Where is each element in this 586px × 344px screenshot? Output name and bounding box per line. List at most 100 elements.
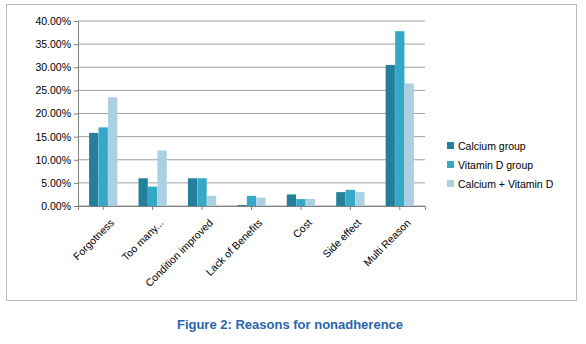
x-tick: Condition improved (143, 206, 216, 289)
series-bars (89, 65, 395, 206)
bar (346, 190, 355, 206)
y-tick-mark (74, 206, 78, 207)
y-tick-mark (74, 21, 78, 22)
y-tick-label: 0.00% (41, 200, 71, 212)
x-tick-mark (399, 206, 400, 210)
y-tick-label: 5.00% (41, 177, 71, 189)
bar (336, 192, 345, 206)
x-tick: Multi Reason (361, 206, 413, 268)
x-tick-mark (350, 206, 351, 210)
x-tick: Lack of Benefits (203, 206, 264, 278)
y-tick: 20.00% (35, 107, 78, 119)
bar (395, 31, 404, 206)
x-tick: Too many... (119, 206, 165, 263)
bar (99, 127, 108, 206)
bar (138, 178, 147, 206)
legend-item: Calcium + Vitamin D (447, 178, 554, 190)
bar (207, 196, 216, 206)
x-axis: ForgotnessToo many...Condition improvedL… (71, 206, 426, 289)
grid (78, 21, 425, 206)
x-tick-label: Condition improved (143, 216, 216, 289)
bar (148, 187, 157, 206)
legend: Calcium group Vitamin D group Calcium + Vi… (447, 140, 554, 190)
series-bars (99, 31, 405, 206)
bar (386, 65, 395, 206)
y-tick: 15.00% (35, 130, 78, 142)
x-tick-mark (300, 206, 301, 210)
series-bars (108, 83, 414, 206)
y-tick-label: 35.00% (35, 38, 71, 50)
grid-line (78, 159, 425, 160)
x-tick: Cost (290, 206, 314, 240)
bar (355, 192, 364, 206)
x-tick-label: Forgotness (71, 216, 117, 262)
x-tick-mark (152, 206, 153, 210)
bar (157, 151, 166, 207)
bar (287, 194, 296, 206)
y-tick: 5.00% (41, 177, 78, 189)
x-tick-label: Too many... (119, 216, 165, 262)
y-tick-label: 15.00% (35, 130, 71, 142)
y-tick: 35.00% (35, 38, 78, 50)
legend-label: Calcium group (458, 140, 526, 152)
grid-line (78, 136, 425, 137)
y-axis: 0.00% 5.00% 10.00% 15.00% 20.00% 25.00% 30.00%… (35, 15, 78, 212)
y-tick-mark (74, 90, 78, 91)
y-tick-label: 40.00% (35, 15, 71, 27)
plot: 0.00% 5.00% 10.00% 15.00% 20.00% 25.00% 30.00%… (35, 15, 425, 289)
y-tick-label: 10.00% (35, 154, 71, 166)
legend-swatch (447, 161, 454, 168)
grid-line (78, 44, 425, 45)
legend-item: Vitamin D group (447, 159, 533, 171)
bar (405, 83, 414, 206)
title: Figure 2: Reasons for nonadherence (177, 317, 403, 332)
x-tick-label: Cost (290, 216, 314, 240)
x-tick-mark (251, 206, 252, 210)
y-tick-mark (74, 114, 78, 115)
chart: 0.00% 5.00% 10.00% 15.00% 20.00% 25.00% 30.00%… (0, 0, 586, 344)
y-tick: 10.00% (35, 154, 78, 166)
y-tick-label: 25.00% (35, 84, 71, 96)
y-tick-mark (74, 137, 78, 138)
x-tick-mark (103, 206, 104, 210)
x-tick-label: Lack of Benefits (203, 216, 264, 277)
y-tick-mark (74, 183, 78, 184)
x-axis-line (79, 207, 426, 211)
grid-line (78, 113, 425, 114)
bar (306, 199, 315, 206)
grid-line (78, 67, 425, 68)
legend-item: Calcium group (447, 140, 526, 152)
bar (256, 198, 265, 206)
bar (247, 196, 256, 206)
grid-line (78, 21, 425, 22)
y-tick-mark (74, 67, 78, 68)
legend-swatch (447, 180, 454, 187)
bar (108, 97, 117, 206)
bar (89, 133, 98, 206)
grid-line (78, 90, 425, 91)
bar (197, 178, 206, 206)
legend-label: Calcium + Vitamin D (458, 178, 554, 190)
y-axis-line (74, 22, 79, 207)
y-tick: 40.00% (35, 15, 78, 27)
y-tick: 0.00% (41, 200, 78, 212)
y-tick: 25.00% (35, 84, 78, 96)
x-tick-mark (202, 206, 203, 210)
legend-swatch (447, 142, 454, 149)
x-tick: Forgotness (71, 206, 117, 262)
y-tick-mark (74, 44, 78, 45)
x-tick-label: Multi Reason (361, 216, 413, 268)
y-tick-mark (74, 160, 78, 161)
y-tick-label: 30.00% (35, 61, 71, 73)
bar (296, 199, 305, 206)
y-tick-label: 20.00% (35, 107, 71, 119)
legend-label: Vitamin D group (458, 159, 533, 171)
bars (89, 31, 414, 206)
bar (188, 178, 197, 206)
x-tick: Side effect (320, 206, 363, 260)
bar (237, 205, 246, 206)
y-tick: 30.00% (35, 61, 78, 73)
chart-frame (7, 5, 577, 301)
x-tick-label: Side effect (320, 216, 363, 259)
grid-line (78, 182, 425, 183)
